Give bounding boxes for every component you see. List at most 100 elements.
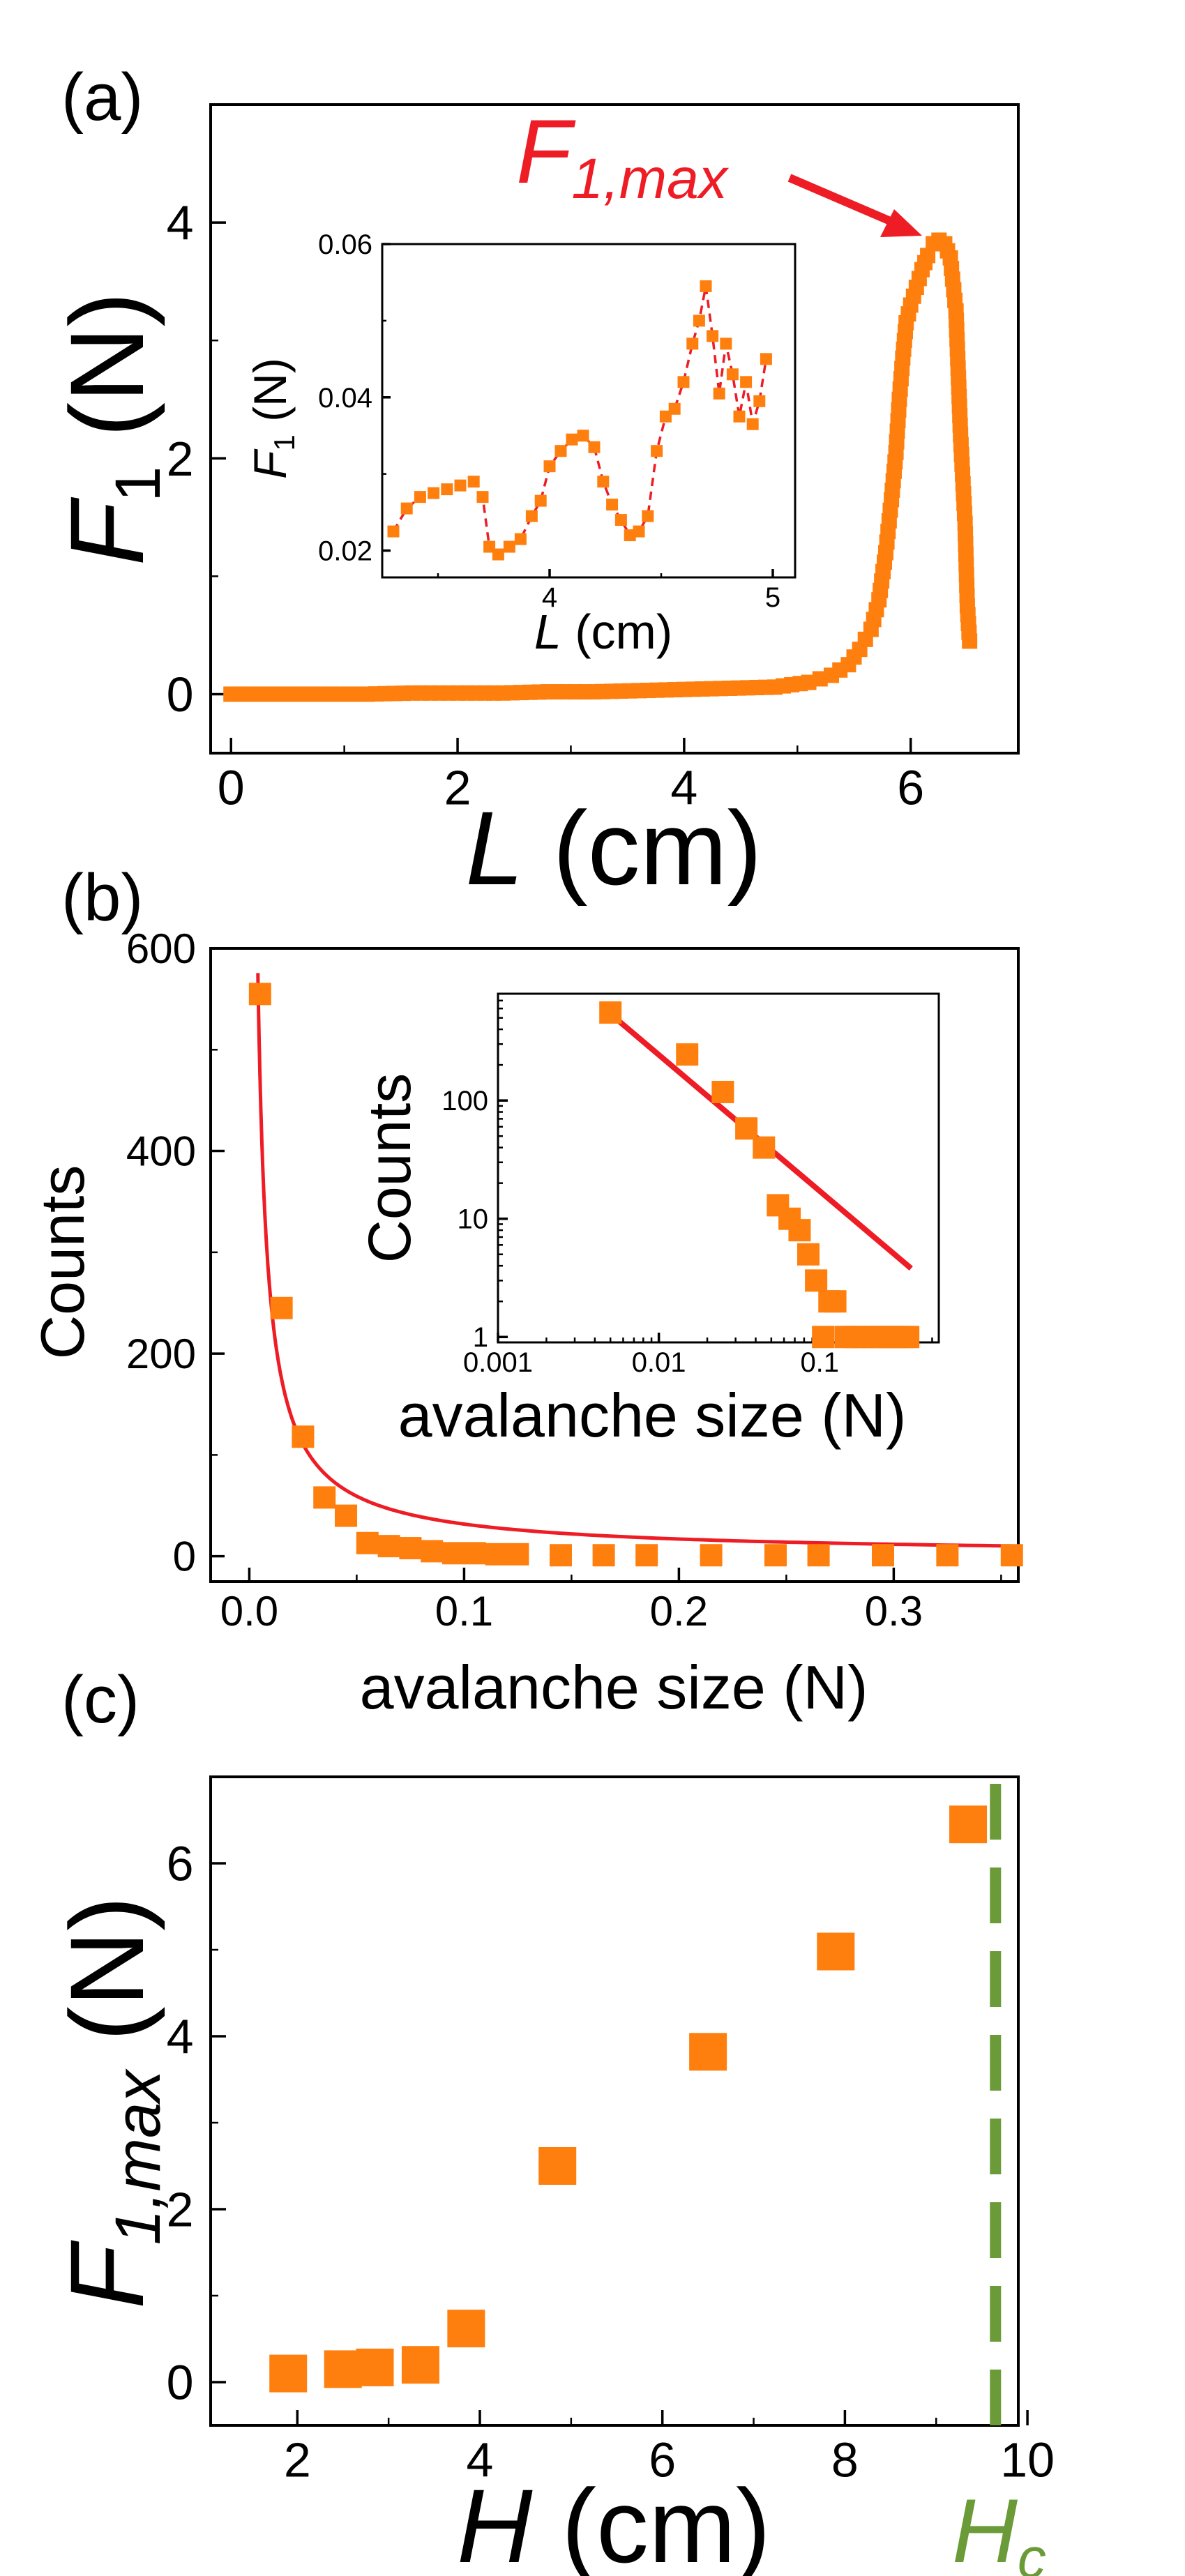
y-tick-label: 2 — [167, 2183, 194, 2237]
panel-b-ylabel: Counts — [28, 1165, 97, 1360]
data-point — [269, 2354, 308, 2393]
data-point — [414, 491, 426, 503]
data-point — [726, 368, 739, 381]
data-point — [920, 248, 936, 264]
data-point — [492, 548, 504, 561]
data-point — [807, 1544, 830, 1567]
data-point — [797, 1243, 820, 1266]
panel-a-annotation-sub: 1,max — [571, 147, 729, 211]
y-tick-label: 0 — [167, 667, 194, 722]
panel-b-fit-line — [256, 973, 1012, 1548]
panel-c-ylabel-var: F — [48, 2240, 165, 2309]
data-point — [707, 330, 719, 342]
panel-a-points — [223, 232, 978, 702]
data-point — [668, 402, 681, 415]
data-point — [566, 433, 578, 446]
data-point — [335, 1504, 358, 1527]
data-point — [270, 1296, 293, 1319]
data-point — [313, 1486, 336, 1509]
data-point — [454, 479, 467, 492]
data-point — [651, 445, 663, 457]
panel-a-annotation: F1,max — [516, 100, 730, 211]
panel-a-ticks: 0 2 4 6 0 2 4 — [167, 196, 925, 815]
panel-b-label: (b) — [61, 861, 143, 935]
data-point — [485, 1543, 508, 1566]
data-point — [599, 1001, 622, 1024]
data-point — [442, 1542, 465, 1565]
data-point — [1000, 1544, 1023, 1567]
data-point — [713, 387, 725, 400]
y-tick-label: 2 — [167, 432, 194, 486]
panel-a-inset-xlabel-var: L — [534, 605, 561, 659]
panel-b-inset-ticks: 0.001 0.01 0.1 1 10 100 — [441, 992, 933, 1378]
data-point — [543, 460, 556, 473]
x-tick-label: 8 — [831, 2433, 859, 2487]
panel-b-inset-points — [599, 1001, 920, 1349]
data-point — [503, 540, 515, 553]
data-point — [659, 410, 672, 423]
data-point — [693, 315, 705, 327]
data-point — [740, 376, 753, 388]
data-point — [642, 510, 654, 522]
panel-a-inset-ylabel-sub: 1 — [268, 434, 301, 450]
y-tick-label: 1 — [473, 1322, 488, 1353]
data-point — [817, 1932, 855, 1971]
data-point — [550, 1544, 573, 1567]
data-point — [746, 418, 759, 430]
x-tick-label: 4 — [670, 761, 697, 815]
y-tick-label: 0 — [173, 1533, 196, 1580]
panel-c-ylabel-unit: (N) — [48, 1896, 165, 2070]
panel-c-xlabel-var: H — [457, 2467, 533, 2576]
data-point — [356, 1531, 379, 1554]
data-point — [760, 353, 772, 365]
data-point — [401, 2346, 439, 2384]
y-tick-label: 0 — [167, 2356, 194, 2410]
panel-c-label: (c) — [61, 1662, 139, 1737]
x-tick-label: 4 — [467, 2433, 494, 2487]
data-point — [936, 1544, 959, 1567]
panel-a-ylabel-unit: (N) — [48, 292, 165, 467]
data-point — [447, 2310, 485, 2348]
data-point — [467, 476, 480, 488]
x-tick-label: 6 — [897, 761, 924, 815]
data-point — [538, 2147, 577, 2185]
panel-b-inset-frame — [497, 992, 940, 1344]
data-point — [805, 1269, 828, 1292]
data-point — [733, 410, 746, 423]
data-point — [897, 1326, 920, 1349]
data-point — [506, 1543, 529, 1566]
data-point — [248, 983, 271, 1006]
data-point — [399, 1537, 422, 1560]
panel-a-ylabel: F1 (N) — [48, 292, 174, 566]
data-point — [592, 1544, 615, 1567]
panel-a-xlabel: L (cm) — [466, 789, 762, 907]
panel-b-frame — [209, 947, 1020, 1583]
x-tick-label: 0 — [218, 761, 245, 815]
data-point — [824, 1290, 847, 1313]
panel-c-ylabel: F1,max (N) — [48, 1896, 174, 2309]
y-tick-label: 4 — [167, 196, 194, 250]
panel-c-threshold-var: H — [952, 2480, 1018, 2576]
data-point — [962, 633, 978, 649]
data-point — [871, 1544, 894, 1567]
x-tick-label: 0.3 — [865, 1588, 923, 1635]
x-tick-label: 10 — [1000, 2433, 1055, 2487]
data-point — [463, 1542, 486, 1565]
panel-a-inset-ylabel: F1 (N) — [244, 358, 301, 479]
data-point — [483, 540, 496, 553]
panel-a-annotation-var: F — [516, 100, 576, 202]
data-point — [514, 533, 527, 545]
data-point — [324, 2350, 362, 2388]
data-point — [377, 1535, 400, 1558]
data-point — [735, 1117, 758, 1140]
data-point — [764, 1544, 787, 1567]
x-tick-label: 4 — [542, 582, 557, 613]
panel-a-ylabel-sub: 1 — [103, 467, 174, 502]
data-point — [476, 491, 489, 503]
data-point — [700, 1544, 723, 1567]
panel-a-annotation-arrowhead — [880, 209, 922, 237]
x-tick-label: 0.1 — [435, 1588, 493, 1635]
y-tick-label: 4 — [167, 2010, 194, 2064]
